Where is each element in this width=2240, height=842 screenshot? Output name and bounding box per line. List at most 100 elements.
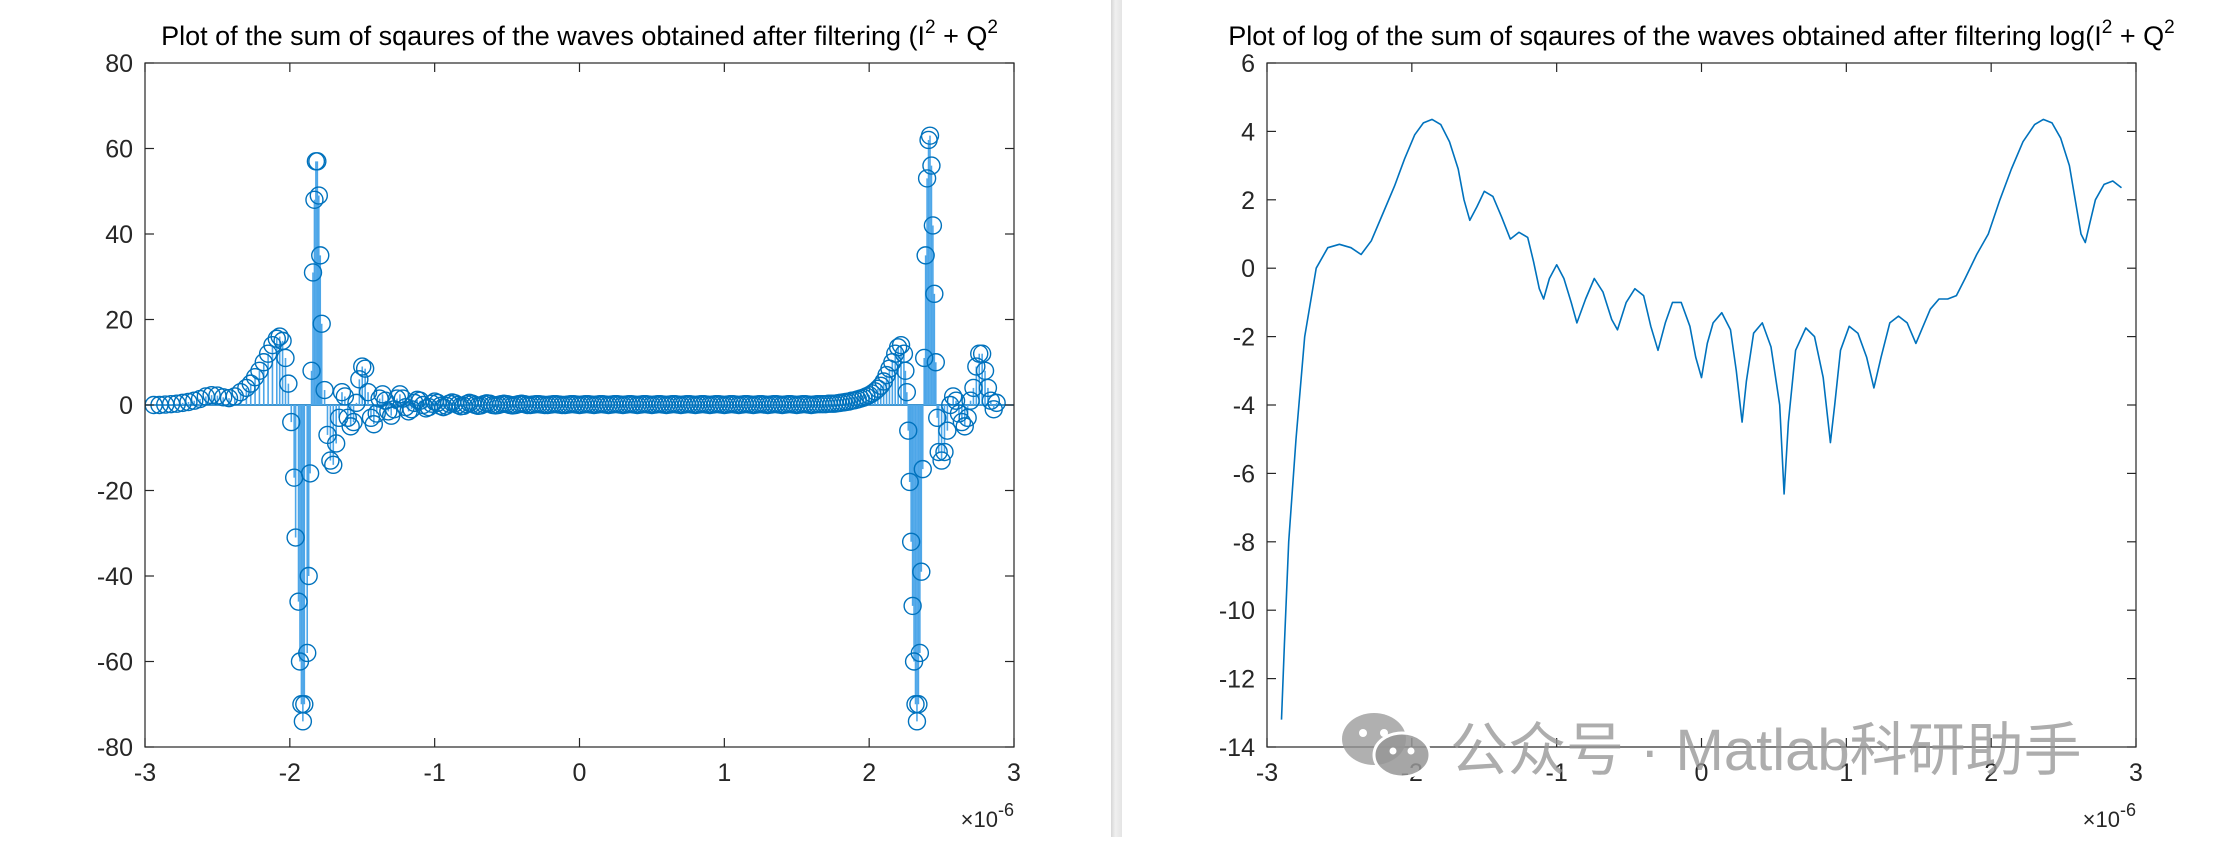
y-tick-label: 0 [119,392,133,420]
stem-marker [179,392,198,412]
stem-marker [173,393,192,413]
stem-marker [311,246,330,265]
stem-marker [300,464,320,483]
x-tick-label: 2 [1984,759,1998,787]
stem-marker [871,376,890,395]
stem-marker [332,382,352,402]
stem-marker [254,353,273,372]
y-tick-label: 0 [1241,255,1255,283]
y-tick-label: -60 [97,649,133,677]
stem-marker [214,388,233,407]
x-tick-label: -3 [134,759,156,787]
stem-marker [926,353,945,372]
stem-marker [896,361,915,380]
stem-marker [282,412,301,432]
stem-marker [347,393,366,413]
x-tick-label: -1 [1546,759,1568,787]
stem-marker [167,394,187,413]
stem-marker [326,434,346,453]
stem-marker [276,348,295,368]
x-tick-label: 1 [1839,759,1853,787]
stem-marker [312,314,331,333]
watermark-text: 公众号 · Matlab科研助手 [1450,718,2082,783]
stem-marker [964,378,983,398]
wechat-icon [1342,713,1432,779]
stem-marker [922,156,941,175]
stem-marker [915,348,934,368]
stem-marker [344,412,363,432]
stem-marker [932,451,951,470]
stem-marker [250,361,269,380]
series-line [1280,118,2122,720]
stem-marker [925,284,944,304]
stem-marker [367,404,386,423]
stem-marker [952,412,972,432]
stem-marker [390,385,410,404]
stem-marker [286,528,305,547]
y-tick-label: -2 [1233,324,1255,352]
stem-marker [917,169,937,188]
stem-marker [913,459,932,479]
stem-marker [321,451,340,470]
stem-marker [910,643,930,663]
y-tick-label: 6 [1241,50,1255,78]
stem-marker [241,374,260,393]
stem-marker [909,695,928,714]
stem-marker [920,126,940,145]
stem-marker [324,455,343,475]
stem-marker [295,695,314,714]
y-tick-label: -8 [1233,529,1255,557]
y-tick-label: -6 [1233,460,1255,488]
stem-marker [309,186,328,205]
stem-marker [245,368,265,387]
stem-marker [364,415,384,434]
x-tick-label: 3 [2129,759,2143,787]
stem-marker [868,379,888,398]
stem-marker [303,263,323,282]
stem-marker [935,442,954,462]
stem-marker [923,216,943,235]
stem-marker [302,361,321,380]
stem-marker [308,152,327,171]
stem-marker [943,387,963,406]
stem-marker [298,643,317,663]
log-line-chart: Plot of log of the sum of sqaures of the… [1219,17,2175,832]
stem-marker [891,335,911,355]
stem-marker [899,421,918,440]
stem-marker [900,472,919,492]
y-tick-label: 60 [105,136,133,164]
right-figure-panel: Plot of log of the sum of sqaures of the… [1122,0,2240,837]
y-tick-label: 80 [105,50,133,78]
x-tick-label: -3 [1256,759,1278,787]
stem-marker [946,391,966,410]
stem-marker [912,562,931,581]
stem-marker [350,370,369,389]
stem-marker [335,387,355,406]
stem-marker [967,357,986,376]
stem-marker [258,344,278,363]
stem-marker [355,359,375,378]
stem-marker [903,596,922,616]
y-tick-label: -80 [97,734,133,762]
stem-marker [358,382,378,402]
stem-marker [305,190,324,210]
stem-marker [299,566,318,586]
x-tick-label: -1 [424,759,446,787]
watermark: 公众号 · Matlab科研助手 [1340,700,2082,790]
y-tick-label: 2 [1241,187,1255,215]
y-tick-label: 40 [105,221,133,249]
left-figure-panel: Plot of the sum of sqaures of the waves … [0,0,1111,837]
x-axis-exponent: ×10-6 [961,800,1014,832]
stem-marker [901,532,921,551]
stem-marker [916,246,935,265]
plot-area-box [1266,62,2137,748]
stem-marker [270,327,289,346]
x-tick-label: 1 [717,759,731,787]
stem-marker [949,404,969,423]
stem-marker [938,421,957,440]
stem-marker [888,338,908,357]
stem-chart: Plot of the sum of sqaures of the waves … [97,17,1021,832]
window-divider [1111,0,1122,837]
y-tick-label: 4 [1241,118,1255,146]
stem-marker [928,408,947,428]
